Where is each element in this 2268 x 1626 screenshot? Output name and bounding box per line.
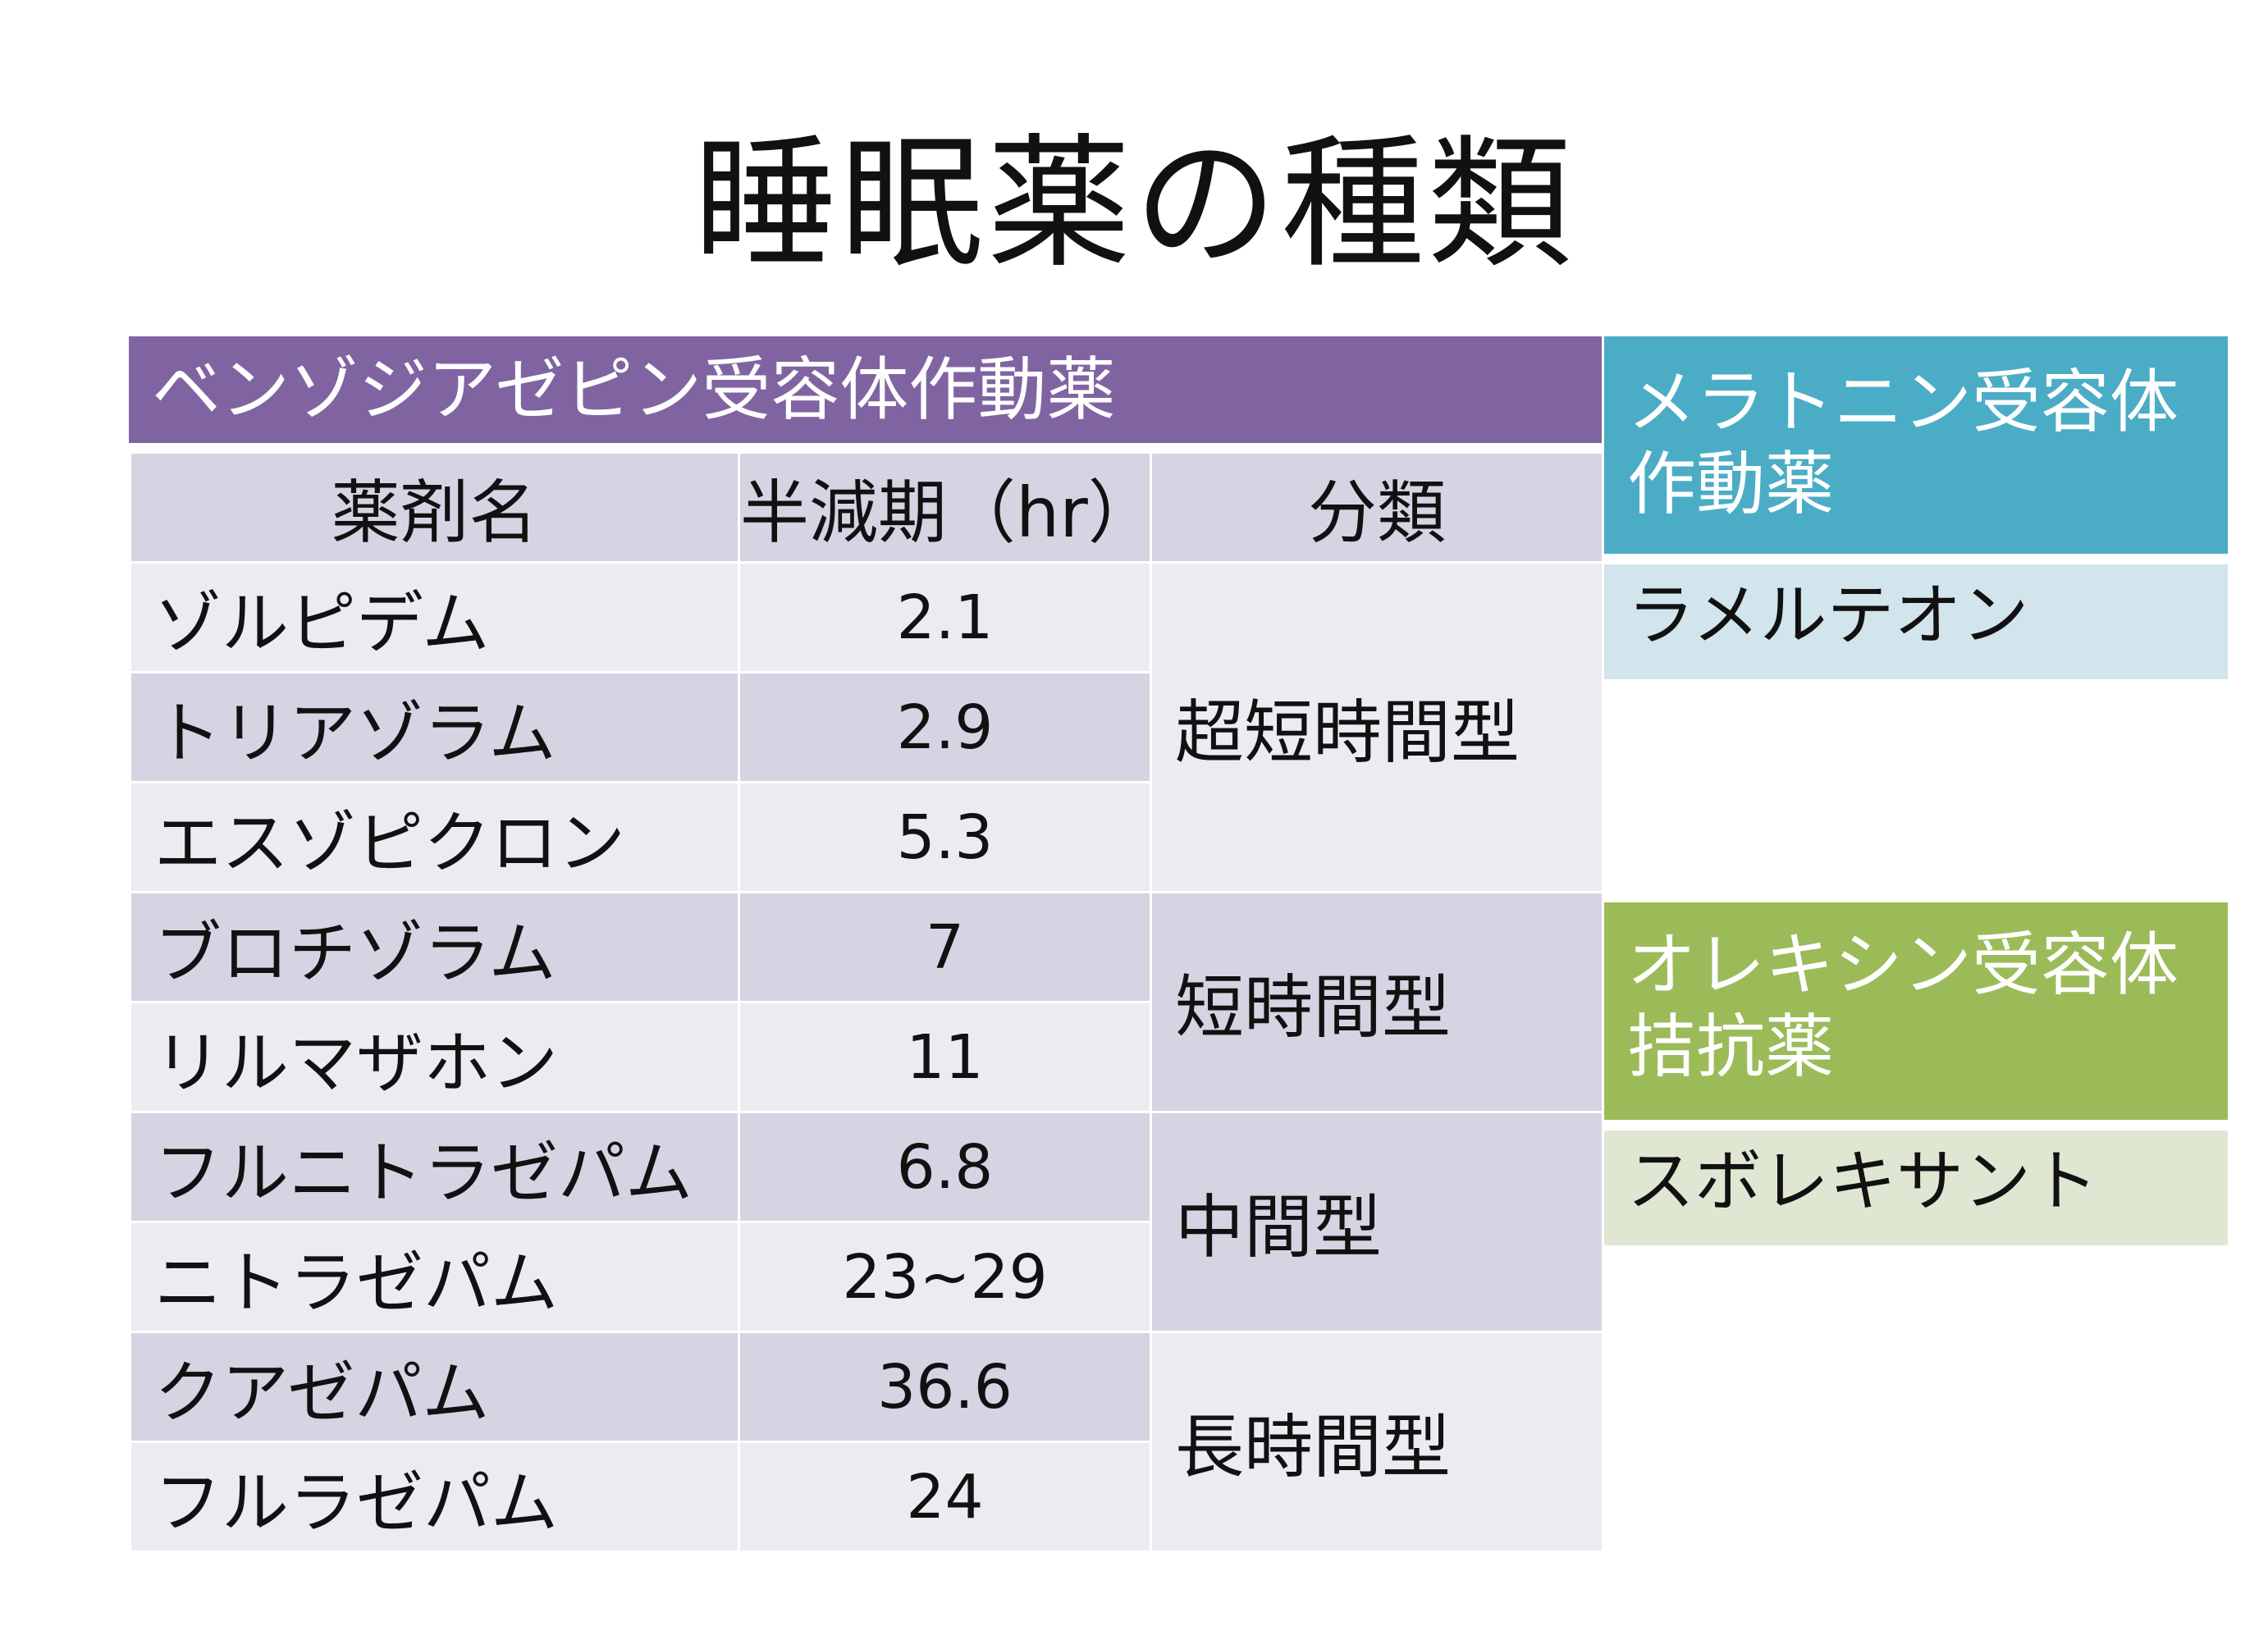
orexin-header-line-2: 拮抗薬 (1627, 1007, 1835, 1087)
classification-cell-long: 長時間型 (1150, 1331, 1604, 1553)
drug-name-cell: ブロチゾラム (129, 891, 740, 1003)
drug-name-cell: リルマザホン (129, 1001, 740, 1113)
orexin-header: オレキシン受容体 拮抗薬 (1604, 902, 2228, 1120)
classification-cell-intermediate: 中間型 (1150, 1111, 1604, 1333)
drug-name-cell: クアゼパム (129, 1331, 740, 1443)
half-life-cell: 11 (738, 1001, 1152, 1113)
table-row: クアゼパム 36.6 長時間型 (129, 1331, 1604, 1553)
table-row: フルラゼパム 24 (129, 1441, 1603, 1553)
orexin-header-line-1: オレキシン受容体 (1627, 925, 2179, 1005)
drug-name-cell: フルラゼパム (129, 1441, 740, 1553)
table-row: リルマザホン 11 (129, 1001, 1603, 1113)
benzodiazepine-header: ベンゾジアゼピン受容体作動薬 (129, 336, 1602, 443)
melatonin-header-line-1: メラトニン受容体 (1627, 362, 2179, 442)
column-header-drug-name: 薬剤名 (129, 451, 740, 564)
melatonin-header-line-2: 作動薬 (1627, 444, 1835, 524)
half-life-cell: 5.3 (738, 781, 1152, 893)
classification-cell-ultra-short: 超短時間型 (1150, 561, 1604, 893)
classification-cell-short: 短時間型 (1150, 891, 1604, 1113)
table-row: ゾルピデム 2.1 超短時間型 (129, 561, 1604, 893)
table-row: ブロチゾラム 7 短時間型 (129, 891, 1604, 1113)
benzodiazepine-table: 薬剤名 半減期（hr） 分類 ゾルピデム 2.1 超短時間型 トリアゾラム 2.… (129, 451, 1604, 1553)
drug-name-cell: ゾルピデム (129, 561, 740, 674)
half-life-cell: 36.6 (738, 1331, 1152, 1443)
page-title: 睡眠薬の種類 (693, 121, 1575, 288)
half-life-cell: 7 (738, 891, 1152, 1003)
drug-name-cell: トリアゾラム (129, 671, 740, 783)
half-life-cell: 24 (738, 1441, 1152, 1553)
table-row: フルニトラゼパム 6.8 中間型 (129, 1111, 1604, 1333)
melatonin-drug: ラメルテオン (1604, 564, 2228, 679)
drug-name-cell: エスゾピクロン (129, 781, 740, 893)
half-life-cell: 6.8 (738, 1111, 1152, 1223)
drug-name-cell: ニトラゼパム (129, 1221, 740, 1333)
table-row: トリアゾラム 2.9 (129, 671, 1603, 783)
orexin-drug: スボレキサント (1604, 1130, 2228, 1245)
melatonin-header: メラトニン受容体 作動薬 (1604, 336, 2228, 554)
column-header-half-life: 半減期（hr） (738, 451, 1152, 564)
drug-name-cell: フルニトラゼパム (129, 1111, 740, 1223)
table-row: エスゾピクロン 5.3 (129, 781, 1603, 893)
half-life-cell: 2.9 (738, 671, 1152, 783)
half-life-cell: 2.1 (738, 561, 1152, 674)
half-life-cell: 23~29 (738, 1221, 1152, 1333)
table-row: ニトラゼパム 23~29 (129, 1221, 1603, 1333)
column-header-classification: 分類 (1150, 451, 1604, 564)
table-header-row: 薬剤名 半減期（hr） 分類 (129, 451, 1604, 564)
